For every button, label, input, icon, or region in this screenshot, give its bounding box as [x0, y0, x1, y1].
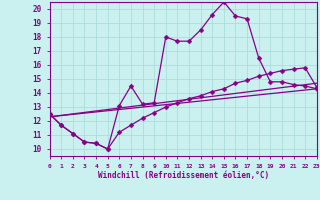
X-axis label: Windchill (Refroidissement éolien,°C): Windchill (Refroidissement éolien,°C) — [98, 171, 269, 180]
